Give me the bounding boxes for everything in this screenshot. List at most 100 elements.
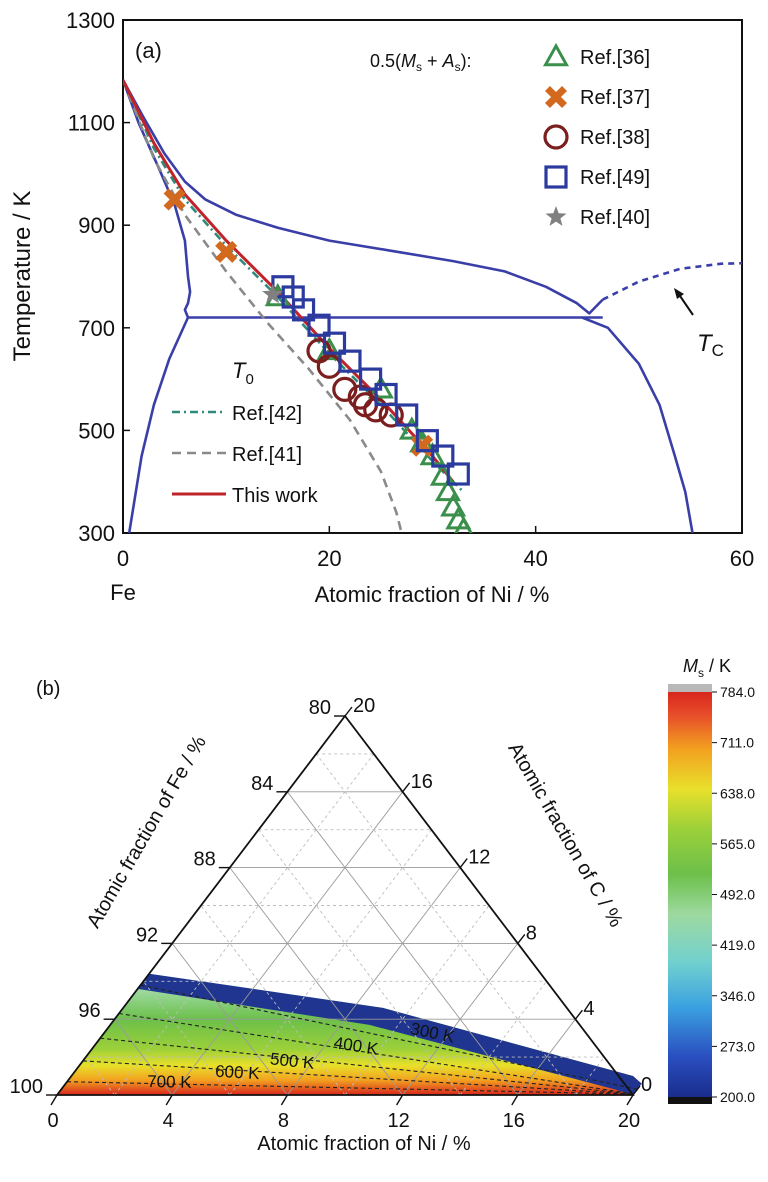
left-tick-label: 96 (78, 1000, 100, 1022)
phase-line-alpha_low (127, 316, 190, 533)
grid-line-fe (171, 943, 288, 1096)
marker-legend-label: Ref.[38] (580, 127, 650, 149)
marker-triangle (440, 493, 467, 517)
x-tick-label: 60 (730, 546, 754, 571)
panel-label-a: (a) (135, 38, 162, 63)
y-tick-label: 1100 (68, 111, 115, 136)
right-tick-label: 8 (526, 922, 537, 944)
x-tick-label: 20 (317, 546, 341, 571)
tc-arrow-head (674, 288, 684, 299)
left-tick-label: 84 (251, 773, 273, 795)
series-line-1 (123, 79, 403, 533)
x-tick-label: 0 (117, 546, 129, 571)
grid-line-ni (344, 905, 490, 1096)
right-tick-label: 0 (641, 1074, 652, 1096)
ternary-frame (55, 714, 635, 1096)
marker-square (307, 313, 331, 337)
colorbar-overflow-cap (668, 684, 712, 692)
experimental-markers (163, 188, 473, 533)
colorbar-tick-label: 638.0 (720, 785, 755, 801)
phase-line-gamma_right (581, 316, 694, 533)
right-tick-mark (632, 1085, 641, 1096)
left-tick-label: 92 (136, 924, 158, 946)
marker-square (359, 367, 383, 391)
bottom-tick-mark (280, 1094, 289, 1106)
line-legend-label: Ref.[42] (232, 403, 302, 425)
marker-square (322, 331, 347, 355)
left-tick-label: 88 (194, 849, 216, 871)
bottom-tick-label: 4 (163, 1110, 174, 1132)
tc-label: TC (697, 330, 724, 360)
y-tick-label: 300 (78, 521, 115, 546)
grid-line-fe (229, 867, 403, 1096)
marker-x (545, 86, 567, 108)
x-axis-label-a: Atomic fraction of Ni / % (315, 582, 550, 607)
bottom-axis-label-ni: Atomic fraction of Ni / % (257, 1133, 471, 1155)
right-tick-label: 4 (583, 998, 594, 1020)
marker-legend-label: Ref.[36] (580, 47, 650, 69)
contour-line (82, 1060, 634, 1095)
marker-x (215, 240, 238, 263)
ms-contour-fill (57, 973, 642, 1095)
ternary-grid (85, 753, 605, 1096)
marker-triangle (398, 416, 425, 440)
contour-line (100, 1037, 634, 1095)
y-tick-label: 900 (78, 213, 115, 238)
marker-legend-title: 0.5(Ms + As): (370, 51, 472, 74)
colorbar-tick-label: 565.0 (720, 836, 755, 852)
grid-line-fe (114, 1018, 173, 1096)
phase-line-liquidus_alpha (123, 79, 604, 315)
marker-square (374, 382, 398, 407)
ms-300k-band (137, 973, 642, 1095)
line-legend: Ref.[42] Ref.[41] This work (172, 403, 319, 507)
right-tick-mark (402, 782, 411, 793)
y-tick-label: 500 (78, 418, 115, 443)
grid-line-ni (517, 1018, 576, 1096)
bottom-tick-mark (395, 1094, 404, 1106)
colorbar-tick-label: 273.0 (720, 1038, 755, 1054)
phase-line-solvus_alpha_left (123, 79, 192, 318)
y-tick-label: 1300 (66, 8, 115, 33)
marker-triangle (434, 477, 461, 502)
contour-label: 500 K (269, 1049, 316, 1073)
marker-legend-label: Ref.[49] (580, 167, 650, 189)
bottom-tick-label: 12 (387, 1110, 409, 1132)
grid-line-ni (229, 829, 432, 1096)
right-tick-mark (344, 706, 353, 717)
marker-x (163, 188, 186, 211)
bottom-tick-mark (50, 1094, 58, 1106)
marker-square (395, 403, 419, 427)
plot-frame-a (122, 19, 743, 534)
x-tick-label: 40 (523, 546, 547, 571)
panel-label-b: (b) (36, 678, 60, 700)
x-axis-ticks: 0 20 40 60 (117, 526, 754, 571)
left-tick-label: 100 (10, 1076, 43, 1098)
colorbar-tick-label: 346.0 (720, 988, 755, 1004)
ms-fill-region (57, 973, 642, 1095)
bottom-tick-mark (626, 1094, 634, 1106)
contour-label: 700 K (147, 1072, 192, 1092)
marker-circle (543, 124, 569, 150)
contour-line (67, 1081, 634, 1095)
marker-triangle (454, 516, 473, 533)
colorbar-tick-label: 200.0 (720, 1089, 755, 1105)
colorbar-tick-label: 711.0 (720, 735, 754, 751)
colorbar-tick-label: 784.0 (720, 684, 755, 700)
colorbar-tick-label: 419.0 (720, 937, 755, 953)
colorbar-tick-label: 492.0 (720, 887, 755, 903)
grid-line-fe (200, 905, 346, 1096)
marker-triangle (542, 42, 570, 67)
marker-square (431, 444, 455, 468)
marker-legend-label: Ref.[40] (580, 207, 650, 229)
colorbar-ticks: 784.0 711.0 638.0 565.0 492.0 419.0 346.0 273.0… (712, 684, 755, 1105)
bottom-tick-label: 20 (618, 1110, 640, 1132)
grid-line-fe (287, 791, 519, 1096)
x-origin-label-fe: Fe (110, 580, 136, 605)
marker-square (415, 429, 439, 453)
marker-triangle (429, 462, 456, 486)
marker-legend-label: Ref.[37] (580, 87, 650, 109)
contour-line (140, 984, 638, 1090)
marker-star (262, 283, 284, 304)
